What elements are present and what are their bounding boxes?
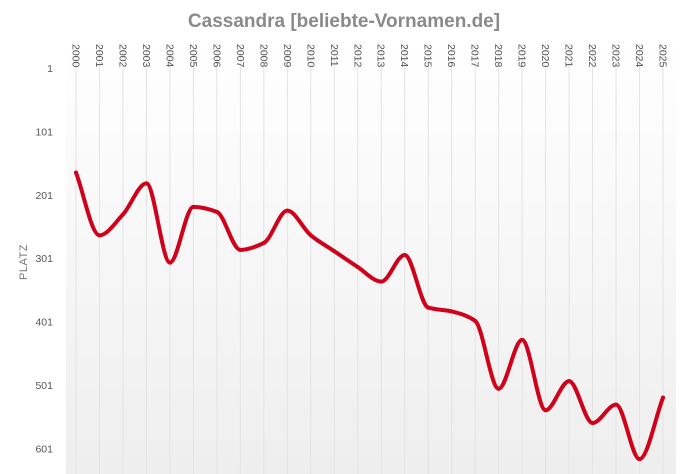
x-tick-label: 2017	[469, 44, 481, 68]
y-tick-label: 601	[35, 443, 53, 455]
x-tick-label: 2012	[351, 44, 363, 68]
data-point[interactable]	[308, 233, 313, 238]
y-tick-label: 401	[35, 317, 53, 329]
x-tick-label: 2008	[257, 44, 269, 68]
x-tick-label: 2018	[492, 44, 504, 68]
data-point[interactable]	[449, 309, 454, 314]
data-point[interactable]	[473, 318, 478, 323]
data-point[interactable]	[520, 337, 525, 342]
x-tick-label: 2010	[304, 44, 316, 68]
data-point[interactable]	[496, 386, 501, 391]
data-point[interactable]	[402, 252, 407, 257]
x-tick-label: 2000	[70, 44, 82, 68]
y-tick-label: 1	[47, 63, 53, 75]
x-tick-label: 2024	[633, 44, 645, 68]
x-tick-label: 2009	[281, 44, 293, 68]
data-point[interactable]	[144, 181, 149, 186]
y-tick-label: 201	[35, 190, 53, 202]
data-point[interactable]	[238, 247, 243, 252]
data-point[interactable]	[167, 260, 172, 265]
x-tick-label: 2001	[93, 44, 105, 68]
data-point[interactable]	[614, 402, 619, 407]
x-tick-label: 2006	[210, 44, 222, 68]
y-tick-label: 101	[35, 126, 53, 138]
x-tick-label: 2011	[328, 44, 340, 67]
x-tick-label: 2014	[398, 44, 410, 68]
data-point[interactable]	[74, 170, 78, 175]
data-point[interactable]	[567, 379, 572, 384]
x-tick-label: 2013	[375, 44, 387, 68]
data-point[interactable]	[120, 212, 125, 217]
x-tick-label: 2023	[610, 44, 622, 68]
x-tick-label: 2007	[234, 44, 246, 68]
data-point[interactable]	[214, 209, 219, 214]
data-point[interactable]	[191, 204, 196, 209]
x-tick-label: 2022	[586, 44, 598, 68]
y-tick-label: 301	[35, 253, 53, 265]
y-axis-label: PLATZ	[18, 244, 30, 280]
data-point[interactable]	[332, 249, 337, 254]
data-point[interactable]	[97, 233, 102, 238]
data-point[interactable]	[355, 265, 360, 270]
data-point[interactable]	[285, 208, 290, 213]
data-point[interactable]	[426, 305, 431, 310]
chart-title: Cassandra [beliebte-Vornamen.de]	[188, 11, 500, 32]
series-layer	[74, 170, 665, 462]
x-tick-label: 2016	[445, 44, 457, 68]
x-tick-label: 2015	[422, 44, 434, 68]
x-tick-label: 2020	[539, 44, 551, 68]
x-tick-label: 2004	[163, 44, 175, 68]
y-tick-label: 501	[35, 380, 53, 392]
x-tick-label: 2003	[140, 44, 152, 68]
x-tick-label: 2019	[516, 44, 528, 68]
x-tick-label: 2021	[563, 44, 575, 68]
x-tick-label: 2025	[657, 44, 669, 68]
x-tick-label: 2005	[187, 44, 199, 68]
data-point[interactable]	[661, 395, 665, 400]
y-tick-labels: 1 101 201 301 401 501 601	[35, 63, 53, 455]
data-point[interactable]	[543, 408, 548, 413]
x-tick-labels: 2000 2001 2002 2003 2004 2005 2006 2007 2008 2009…	[70, 44, 669, 68]
x-tick-label: 2002	[116, 44, 128, 68]
data-point[interactable]	[379, 279, 384, 284]
data-point[interactable]	[261, 240, 266, 245]
data-point[interactable]	[590, 420, 595, 425]
data-point[interactable]	[637, 457, 642, 462]
